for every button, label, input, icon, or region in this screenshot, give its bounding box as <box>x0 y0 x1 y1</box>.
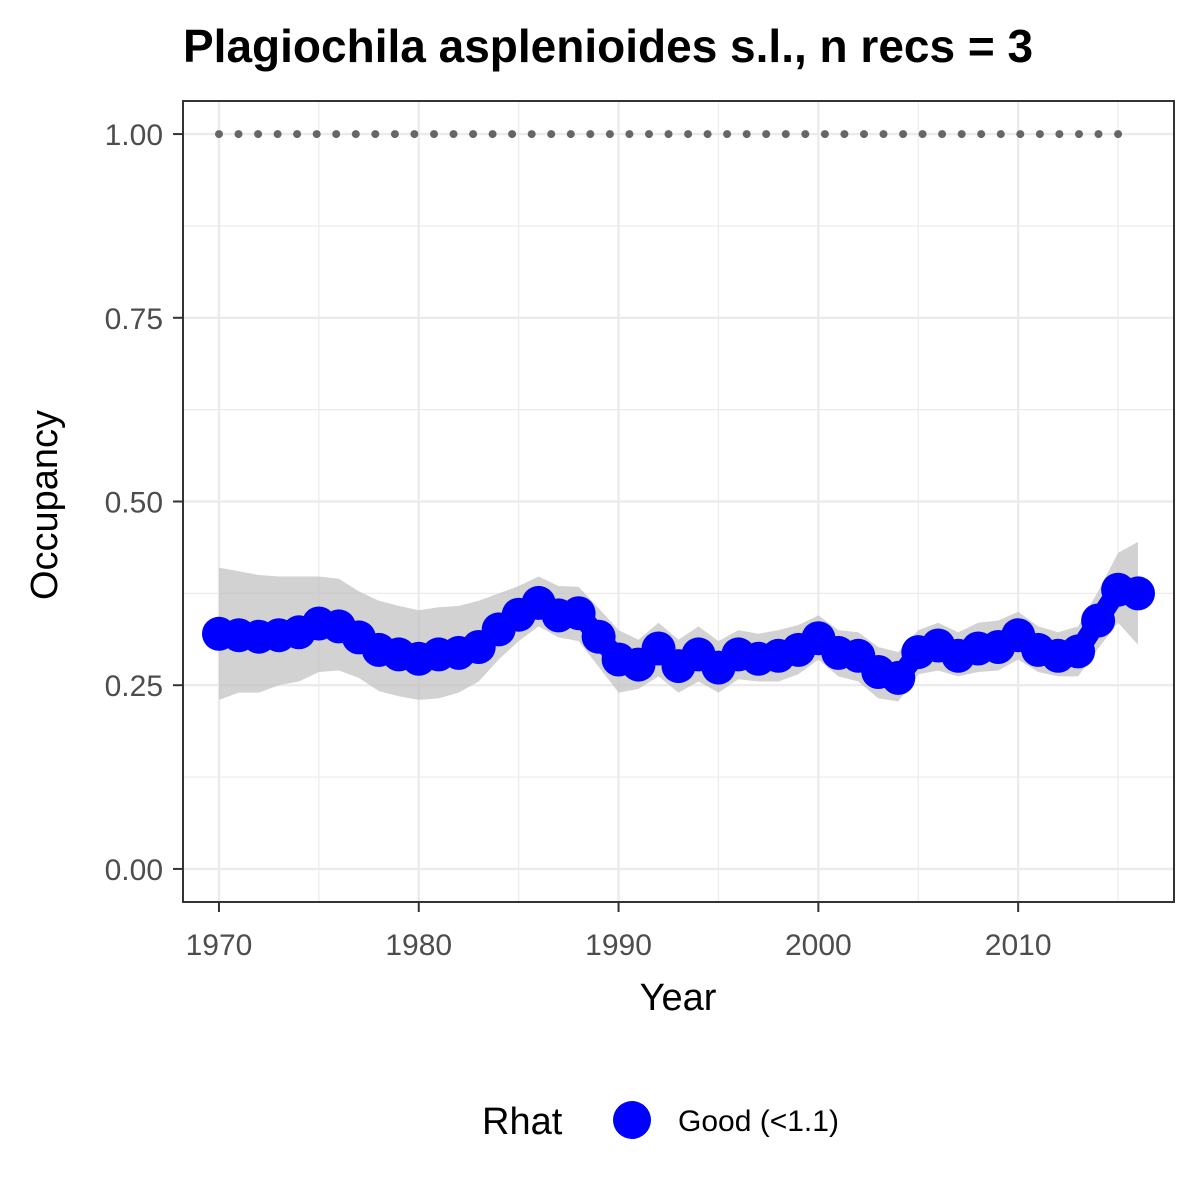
reference-dot <box>430 130 438 139</box>
data-point <box>581 619 616 654</box>
x-tick-label: 2000 <box>785 929 852 962</box>
reference-dot <box>234 130 243 139</box>
legend-title: Rhat <box>482 1101 563 1143</box>
reference-dot <box>605 130 614 139</box>
chart-title: Plagiochila asplenioides s.l., n recs = … <box>183 20 1033 72</box>
reference-dot <box>820 130 829 139</box>
grid <box>183 101 1174 902</box>
y-tick-label: 0.50 <box>105 487 163 520</box>
y-tick-label: 1.00 <box>105 119 163 152</box>
x-axis: 1970 1980 1990 2000 2010 <box>186 902 1052 962</box>
reference-dot <box>801 130 810 139</box>
y-tick-label: 0.25 <box>105 670 163 703</box>
reference-dot <box>625 130 634 139</box>
x-tick-label: 1970 <box>186 929 253 962</box>
reference-dot <box>742 130 751 139</box>
data-point <box>1121 576 1155 611</box>
reference-dot <box>215 130 223 139</box>
reference-dot <box>488 130 497 139</box>
reference-dot <box>879 130 888 139</box>
reference-dot <box>645 130 653 139</box>
reference-dotted-line <box>215 130 1123 139</box>
reference-dot <box>1035 130 1044 139</box>
y-axis-title: Occupancy <box>24 410 66 600</box>
reference-dot <box>1094 130 1103 139</box>
reference-dot <box>664 130 673 139</box>
y-axis: 0.00 0.25 0.50 0.75 1.00 <box>105 119 183 887</box>
x-axis-title: Year <box>640 977 717 1019</box>
reference-dot <box>899 130 908 139</box>
reference-dot <box>781 130 790 139</box>
reference-dot <box>762 130 771 139</box>
data-point <box>881 660 916 695</box>
reference-dot <box>469 130 478 139</box>
reference-dot <box>1075 130 1083 139</box>
reference-dot <box>312 130 321 139</box>
reference-dot <box>977 130 986 139</box>
reference-dot <box>332 130 341 139</box>
reference-dot <box>860 130 868 139</box>
reference-dot <box>254 130 263 139</box>
reference-dot <box>390 130 399 139</box>
reference-dot <box>1016 130 1025 139</box>
reference-dot <box>918 130 927 139</box>
legend: Rhat Good (<1.1) <box>482 1101 839 1143</box>
reference-dot <box>996 130 1005 139</box>
reference-dot <box>566 130 575 139</box>
reference-dot <box>293 130 302 139</box>
occupancy-points <box>202 572 1155 695</box>
reference-dot <box>684 130 693 139</box>
reference-dot <box>1114 130 1123 139</box>
x-tick-label: 1980 <box>385 929 452 962</box>
x-tick-label: 1990 <box>585 929 652 962</box>
reference-dot <box>273 130 282 139</box>
reference-dot <box>723 130 732 139</box>
legend-label-good: Good (<1.1) <box>678 1105 839 1138</box>
reference-dot <box>410 130 419 139</box>
reference-dot <box>547 130 556 139</box>
reference-dot <box>703 130 712 139</box>
reference-dot <box>371 130 380 139</box>
reference-dot <box>957 130 966 139</box>
data-point <box>1081 603 1116 638</box>
reference-dot <box>351 130 360 139</box>
data-point <box>561 596 596 631</box>
y-tick-label: 0.00 <box>105 854 163 887</box>
reference-dot <box>840 130 849 139</box>
reference-dot <box>449 130 458 139</box>
y-tick-label: 0.75 <box>105 303 163 336</box>
reference-dot <box>938 130 947 139</box>
reference-dot <box>527 130 536 139</box>
x-tick-label: 2010 <box>985 929 1052 962</box>
reference-dot <box>508 130 517 139</box>
data-point <box>1061 634 1096 669</box>
reference-dot <box>586 130 595 139</box>
reference-dot <box>1055 130 1064 139</box>
legend-key-good-icon <box>613 1101 651 1139</box>
